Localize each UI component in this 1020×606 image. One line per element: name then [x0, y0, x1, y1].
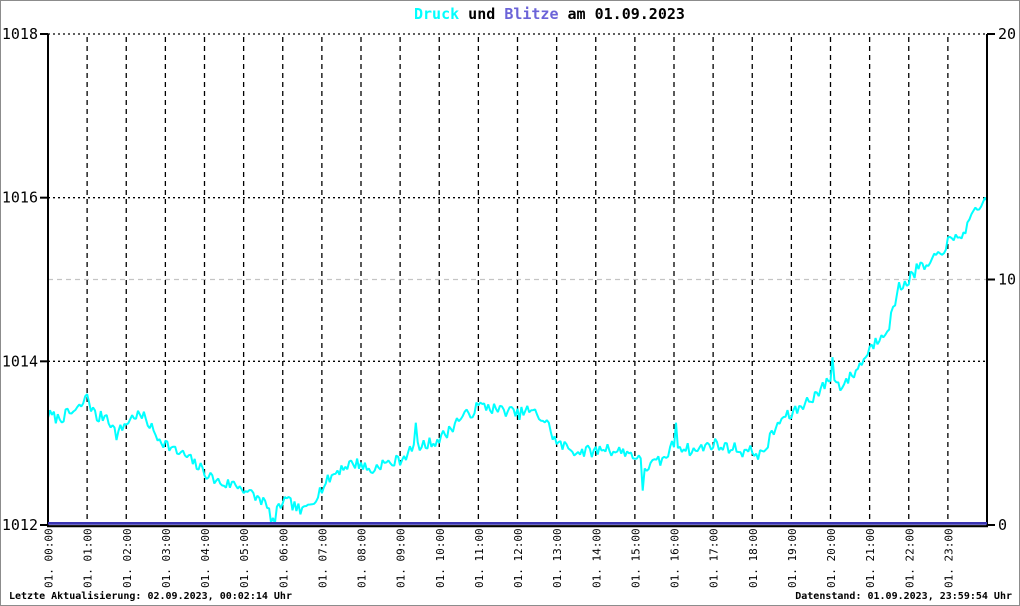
right-axis-label-0: 0	[998, 516, 1007, 534]
x-axis-label-6: 01. 06:00	[277, 528, 290, 588]
left-axis-labels: 1012 1014 1016 1018	[2, 25, 38, 534]
x-axis-label-12: 01. 12:00	[512, 528, 525, 588]
x-axis-label-0: 01. 00:00	[43, 528, 56, 588]
x-axis-label-1: 01. 01:00	[82, 528, 95, 588]
x-axis-label-9: 01. 09:00	[395, 528, 408, 588]
grid-lines	[48, 33, 987, 524]
left-axis-label-1016: 1016	[2, 189, 38, 207]
title-part-und: und	[459, 5, 505, 23]
left-axis-label-1018: 1018	[2, 25, 38, 43]
x-axis-label-17: 01. 17:00	[708, 528, 721, 588]
title-part-druck: Druck	[414, 5, 460, 23]
x-axis-label-20: 01. 20:00	[825, 528, 838, 588]
x-axis-label-2: 01. 02:00	[121, 528, 134, 588]
x-axis-label-16: 01. 16:00	[669, 528, 682, 588]
series-druck-line	[47, 197, 988, 524]
chart-title: Druck und Blitze am 01.09.2023	[414, 5, 685, 23]
left-axis-label-1012: 1012	[2, 516, 38, 534]
x-axis-label-11: 01. 11:00	[473, 528, 486, 588]
x-axis-label-22: 01. 22:00	[903, 528, 916, 588]
x-axis-label-15: 01. 15:00	[629, 528, 642, 588]
x-axis-label-19: 01. 19:00	[786, 528, 799, 588]
last-update-text: Letzte Aktualisierung: 02.09.2023, 00:02…	[9, 591, 292, 602]
title-part-date: am 01.09.2023	[558, 5, 685, 23]
left-axis-label-1014: 1014	[2, 352, 38, 370]
x-axis-label-7: 01. 07:00	[316, 528, 329, 588]
x-axis-label-13: 01. 13:00	[551, 528, 564, 588]
x-axis-label-18: 01. 18:00	[747, 528, 760, 588]
x-axis-label-21: 01. 21:00	[864, 528, 877, 588]
data-state-text: Datenstand: 01.09.2023, 23:59:54 Uhr	[795, 591, 1012, 602]
right-axis-labels: 0 10 20	[998, 25, 1016, 534]
title-part-blitze: Blitze	[504, 5, 559, 23]
x-axis-label-8: 01. 08:00	[356, 528, 369, 588]
right-axis-label-10: 10	[998, 271, 1016, 289]
x-axis-label-14: 01. 14:00	[590, 528, 603, 588]
x-axis-labels: 01. 00:00 01. 01:00 01. 02:00 01. 03:00 01. …	[43, 528, 956, 588]
x-axis-label-3: 01. 03:00	[160, 528, 173, 588]
x-axis-label-4: 01. 04:00	[199, 528, 212, 588]
x-axis-label-10: 01. 10:00	[434, 528, 447, 588]
right-axis-label-20: 20	[998, 25, 1016, 43]
axis-ticks	[40, 33, 995, 526]
x-axis-label-23: 01. 23:00	[942, 528, 955, 588]
x-axis-label-5: 01. 05:00	[238, 528, 251, 588]
